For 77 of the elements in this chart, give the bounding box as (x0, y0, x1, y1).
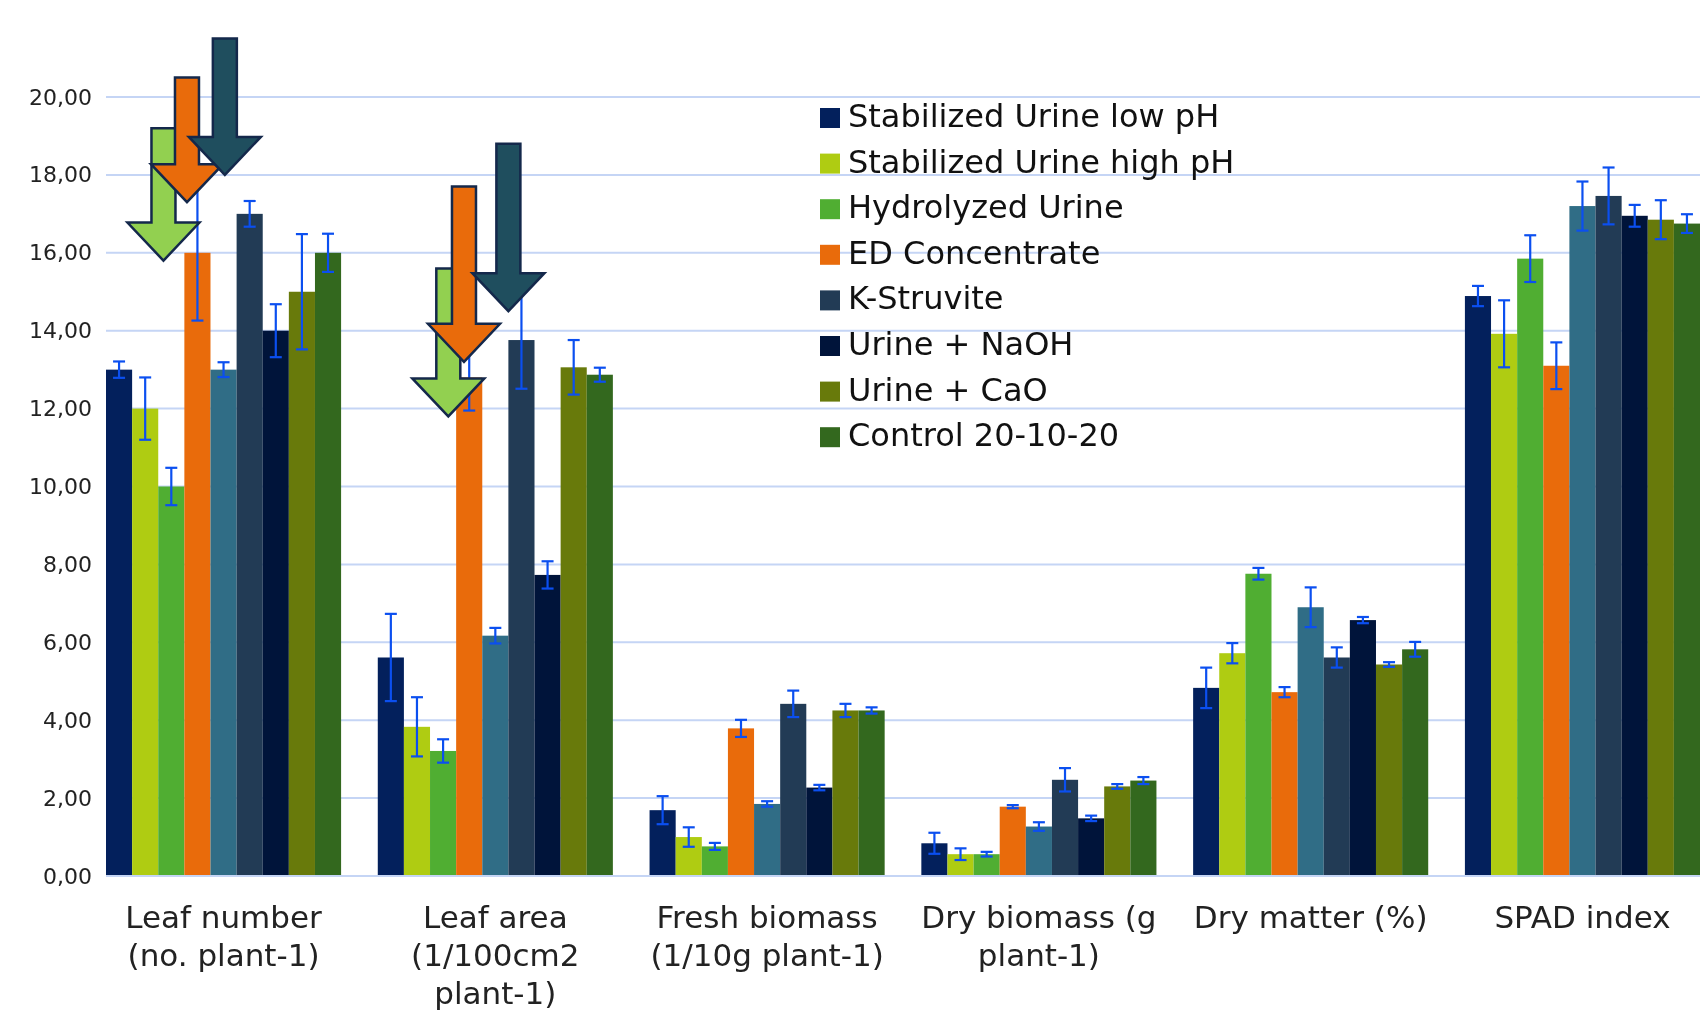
bar (288, 291, 315, 876)
bar (1673, 223, 1700, 876)
bar (1349, 620, 1376, 876)
bar (1271, 692, 1298, 876)
bar (1647, 219, 1674, 876)
y-tick-label: 0,00 (43, 863, 92, 889)
legend-label: Hydrolyzed Urine (848, 188, 1124, 227)
legend-label: Stabilized Urine high pH (848, 142, 1235, 181)
legend-label: Urine + CaO (848, 370, 1048, 409)
bar (560, 367, 587, 876)
bar (1323, 657, 1350, 876)
y-tick-label: 18,00 (29, 162, 92, 188)
bar (508, 340, 535, 876)
bar (210, 369, 237, 876)
bar (132, 408, 159, 876)
bar (832, 710, 859, 876)
legend-label: Control 20-10-20 (848, 416, 1120, 455)
legend-label: K-Struvite (848, 279, 1004, 318)
x-tick-label: SPAD index (1494, 899, 1671, 935)
bar (701, 846, 728, 876)
bar (754, 803, 781, 876)
bar (999, 806, 1026, 876)
x-tick-label: Dry matter (%) (1193, 899, 1428, 935)
bar (1078, 818, 1105, 876)
bar (1245, 573, 1272, 876)
y-tick-label: 16,00 (29, 240, 92, 266)
bar (947, 854, 974, 876)
bar (1517, 258, 1544, 876)
y-tick-label: 10,00 (29, 474, 92, 500)
bar (1297, 607, 1324, 876)
bar (806, 787, 833, 876)
bar (1219, 653, 1246, 876)
bar (1543, 365, 1570, 876)
bar (1051, 779, 1079, 876)
y-tick-label: 20,00 (29, 84, 92, 110)
bar (1130, 780, 1157, 876)
bar (1402, 649, 1429, 876)
bar (534, 574, 561, 876)
bar (675, 837, 702, 876)
bar (262, 330, 289, 876)
bar (377, 657, 404, 876)
bar (1595, 195, 1622, 876)
bar (482, 635, 509, 876)
bar (158, 486, 185, 876)
legend-label: ED Concentrate (848, 233, 1101, 272)
x-tick-label: Dry biomass (g plant-1) (921, 899, 1157, 973)
bar (1464, 296, 1492, 876)
bar (1569, 206, 1596, 876)
bar (649, 810, 676, 876)
bar (236, 213, 263, 876)
bar (1025, 826, 1052, 876)
bar (1621, 215, 1648, 876)
bar (314, 252, 342, 876)
bar (858, 710, 885, 876)
bar (1491, 333, 1518, 876)
y-tick-label: 2,00 (43, 785, 92, 811)
bar (727, 728, 755, 876)
bar (430, 750, 457, 876)
legend-label: Stabilized Urine low pH (848, 97, 1220, 135)
bar (106, 369, 133, 876)
bar (403, 726, 431, 876)
bar (921, 843, 948, 876)
bar (1375, 664, 1403, 876)
y-tick-label: 8,00 (43, 551, 92, 577)
bar (780, 703, 807, 876)
bar (1104, 786, 1131, 876)
x-tick-label: Fresh biomass (1/10g plant-1) (650, 899, 884, 973)
bar (973, 854, 1000, 876)
y-tick-label: 14,00 (29, 318, 92, 344)
y-tick-label: 6,00 (43, 629, 92, 655)
y-tick-label: 4,00 (43, 707, 92, 733)
bar (1193, 687, 1220, 876)
y-tick-label: 12,00 (29, 396, 92, 422)
legend-label: Urine + NaOH (848, 325, 1074, 363)
x-tick-label: Leaf number (no. plant-1) (125, 899, 323, 973)
bar (586, 374, 613, 876)
x-tick-label: Leaf area (1/100cm2 plant-1) (411, 899, 580, 1011)
